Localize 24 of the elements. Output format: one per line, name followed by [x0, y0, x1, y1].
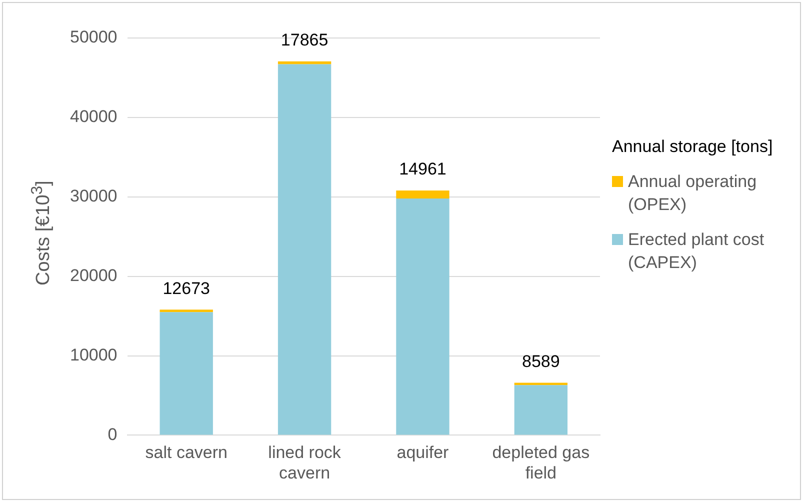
legend-label: Annual operating (OPEX) [628, 171, 758, 216]
bar [278, 61, 332, 64]
text: 12673 [162, 278, 210, 298]
y-tick-label: 0 [108, 424, 118, 444]
y-tick-label: 40000 [70, 107, 118, 126]
bar [278, 64, 332, 435]
bar [160, 310, 213, 312]
x-tick-label: depleted gas field [492, 443, 590, 482]
legend-label: Erected plant cost (CAPEX) [628, 229, 766, 274]
text: 17865 [280, 30, 328, 50]
text: Annual storage [tons] [612, 136, 773, 158]
text: 8589 [522, 352, 560, 371]
y-tick-label: 10000 [70, 345, 118, 364]
x-tick-label: salt cavern [145, 443, 228, 462]
bar [396, 190, 450, 198]
bar [396, 198, 450, 435]
y-tick-label: 50000 [70, 28, 118, 47]
bar [160, 312, 213, 435]
text: 14961 [399, 160, 446, 179]
bar [514, 385, 568, 435]
x-tick-label: lined rock cavern [268, 443, 342, 482]
y-tick-label: 20000 [70, 266, 118, 286]
y-tick-label: 30000 [70, 186, 118, 206]
x-tick-label: aquifer [396, 443, 450, 462]
